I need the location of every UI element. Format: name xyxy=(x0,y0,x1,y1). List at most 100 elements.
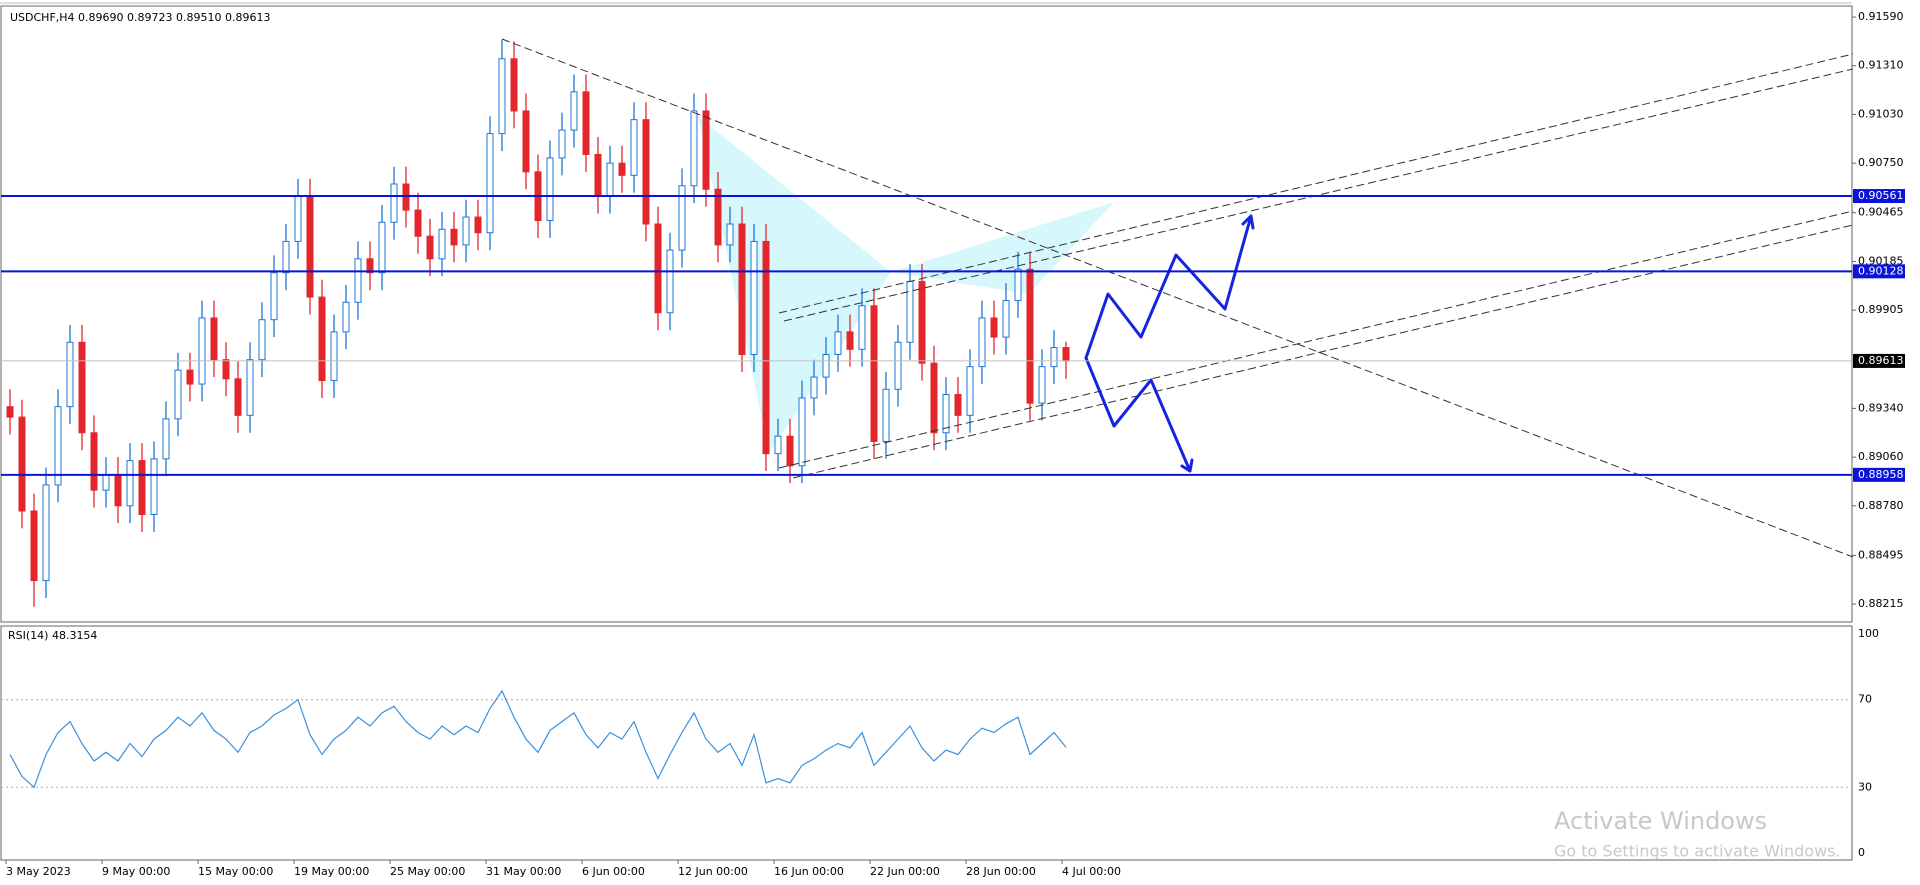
y-tick-label: 0.88780 xyxy=(1858,499,1904,512)
x-tick-label: 22 Jun 00:00 xyxy=(870,865,940,878)
y-tick-label: 0.90750 xyxy=(1858,156,1904,169)
forecast-drawing xyxy=(1084,214,1255,473)
candle-body xyxy=(894,341,902,390)
rsi-tick-label: 30 xyxy=(1858,780,1872,793)
candle-body xyxy=(690,110,698,187)
trendline xyxy=(783,68,1854,322)
candle-body xyxy=(102,474,110,491)
candle-body xyxy=(138,460,146,516)
pattern-triangle xyxy=(698,116,891,453)
candle-body xyxy=(1026,268,1034,404)
y-tick-label: 0.91030 xyxy=(1858,107,1904,120)
axes: 0.91590 0.91310 0.91030 0.90750 0.90465 0.901… xyxy=(1,10,1905,878)
candle-body xyxy=(678,185,686,251)
candle-body xyxy=(486,133,494,234)
y-tick-label: 0.90185 xyxy=(1858,254,1904,267)
bearish-path xyxy=(1084,356,1194,473)
candle-body xyxy=(810,376,818,399)
candle-body xyxy=(414,209,422,237)
level-label-box xyxy=(1853,189,1905,204)
current-price-label: 0.89613 xyxy=(1858,354,1904,367)
candle-body xyxy=(174,369,182,420)
candle-body xyxy=(762,240,770,455)
candle-body xyxy=(510,58,518,112)
x-tick-label: 9 May 00:00 xyxy=(102,865,170,878)
main-panel xyxy=(0,5,1853,623)
x-tick-label: 12 Jun 00:00 xyxy=(678,865,748,878)
candle-body xyxy=(978,317,986,368)
candle-body xyxy=(786,435,794,467)
level-label: 0.90561 xyxy=(1858,189,1904,202)
candle-body xyxy=(990,317,998,338)
candle-body xyxy=(750,240,758,355)
level-label-box xyxy=(1853,467,1905,482)
candle-body xyxy=(90,432,98,491)
candle-body xyxy=(30,510,38,582)
candle-body xyxy=(798,397,806,467)
candle-body xyxy=(570,91,578,131)
candle-body xyxy=(618,162,626,176)
candle-body xyxy=(930,362,938,434)
y-tick-label: 0.91310 xyxy=(1858,59,1904,72)
candle-body xyxy=(738,223,746,355)
y-tick-label: 0.89905 xyxy=(1858,303,1904,316)
bullish-path xyxy=(1084,214,1255,360)
candle-body xyxy=(234,378,242,416)
candle-body xyxy=(294,195,302,242)
candle-body xyxy=(78,341,86,434)
candle-body xyxy=(630,119,638,176)
candle-body xyxy=(18,416,26,512)
y-tick-label: 0.88495 xyxy=(1858,548,1904,561)
level-label-box xyxy=(1853,264,1905,279)
candle-body xyxy=(822,353,830,378)
rsi-tick-label: 70 xyxy=(1858,693,1872,706)
watermark-title: Activate Windows xyxy=(1554,807,1767,835)
candle-body xyxy=(474,216,482,234)
candle-body xyxy=(870,305,878,442)
candle-body xyxy=(114,474,122,507)
candles xyxy=(6,39,1070,607)
candle-body xyxy=(462,216,470,246)
candle-body xyxy=(354,258,362,303)
candle-body xyxy=(1038,366,1046,404)
candle-body xyxy=(426,235,434,260)
trendline xyxy=(778,210,1854,469)
candle-body xyxy=(702,110,710,190)
rsi-tick-label: 100 xyxy=(1858,627,1879,640)
rsi-tick-label: 0 xyxy=(1858,846,1865,859)
candle-body xyxy=(546,157,554,222)
candle-body xyxy=(714,188,722,246)
x-tick-label: 28 Jun 00:00 xyxy=(966,865,1036,878)
candle-body xyxy=(402,183,410,211)
x-tick-label: 6 Jun 00:00 xyxy=(582,865,645,878)
candle-body xyxy=(858,305,866,350)
trendline xyxy=(501,38,1854,558)
candle-body xyxy=(186,369,194,385)
y-tick-label: 0.90465 xyxy=(1858,206,1904,219)
candle-body xyxy=(162,418,170,460)
y-tick-label: 0.91590 xyxy=(1858,10,1904,23)
candle-body xyxy=(906,280,914,343)
candle-body xyxy=(522,110,530,173)
level-label: 0.88958 xyxy=(1858,468,1904,481)
candle-body xyxy=(330,331,338,382)
candle-body xyxy=(66,341,74,408)
candle-body xyxy=(126,460,134,507)
candle-body xyxy=(1062,347,1070,362)
trendline xyxy=(792,224,1854,479)
rsi-line xyxy=(9,689,1067,789)
candle-body xyxy=(258,319,266,361)
x-tick-label: 19 May 00:00 xyxy=(294,865,369,878)
candle-body xyxy=(654,223,662,314)
rsi-title: RSI(14) 48.3154 xyxy=(8,629,97,642)
candle-body xyxy=(1002,300,1010,338)
candle-body xyxy=(306,195,314,298)
watermark-subtitle: Go to Settings to activate Windows. xyxy=(1554,842,1841,861)
x-tick-label: 31 May 00:00 xyxy=(486,865,561,878)
symbol-header: USDCHF,H4 0.89690 0.89723 0.89510 0.8961… xyxy=(10,11,271,24)
candle-body xyxy=(1050,347,1058,368)
trendlines xyxy=(501,38,1854,558)
candle-body xyxy=(558,129,566,159)
